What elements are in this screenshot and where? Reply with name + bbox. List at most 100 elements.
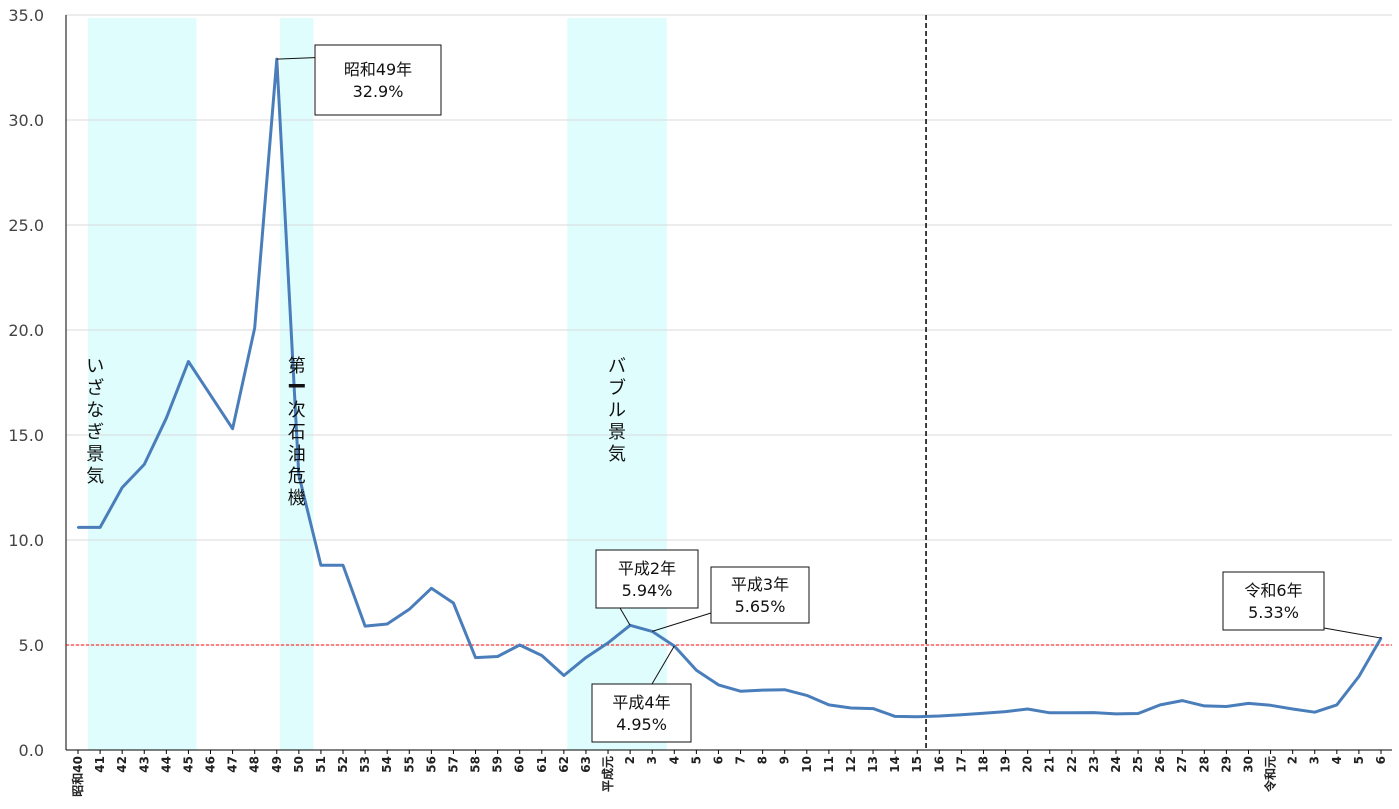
band-label-char: 気 bbox=[608, 444, 626, 465]
x-tick-label: 20 bbox=[1021, 756, 1035, 773]
data-point bbox=[783, 688, 786, 691]
data-point bbox=[982, 712, 985, 715]
y-tick-label: 0.0 bbox=[19, 741, 44, 760]
y-tick-label: 25.0 bbox=[8, 216, 44, 235]
data-point bbox=[717, 683, 720, 687]
data-point bbox=[187, 360, 190, 363]
x-tick-label: 54 bbox=[380, 756, 394, 773]
band-label-char: 気 bbox=[86, 466, 104, 487]
x-tick-label: 18 bbox=[976, 756, 990, 773]
data-point bbox=[1070, 711, 1074, 715]
data-point bbox=[1026, 707, 1029, 711]
data-point bbox=[297, 473, 301, 477]
x-tick-label: 53 bbox=[358, 756, 372, 773]
data-point bbox=[562, 674, 566, 677]
x-tick-label: 58 bbox=[469, 756, 483, 773]
data-point bbox=[253, 326, 256, 330]
x-tick-label: 12 bbox=[844, 756, 858, 773]
band-label-char: バ bbox=[608, 356, 626, 377]
data-point bbox=[1048, 711, 1051, 715]
callout-leader bbox=[652, 612, 712, 632]
data-point bbox=[606, 641, 610, 645]
callout-1: 平成2年 5.94% bbox=[595, 549, 699, 626]
callout-4: 令和6年 5.33% bbox=[1222, 571, 1382, 639]
data-point bbox=[143, 463, 146, 466]
data-point bbox=[341, 564, 345, 567]
data-point bbox=[761, 688, 764, 692]
x-tick-label: 27 bbox=[1175, 756, 1189, 773]
data-point bbox=[1181, 699, 1184, 702]
data-point bbox=[739, 690, 742, 693]
x-tick-label: 30 bbox=[1241, 756, 1255, 773]
x-tick-label: 62 bbox=[557, 756, 571, 773]
band-label-char: 次 bbox=[288, 400, 306, 421]
x-tick-label: 55 bbox=[402, 756, 416, 773]
callout-value: 4.95% bbox=[616, 715, 667, 734]
x-tick-label: 50 bbox=[292, 756, 306, 773]
data-point bbox=[1114, 712, 1118, 716]
x-tick-label: 昭和40 bbox=[70, 756, 85, 797]
data-point bbox=[385, 622, 389, 626]
x-tick-label: 61 bbox=[535, 756, 549, 773]
callout-box bbox=[314, 44, 442, 116]
x-tick-label: 51 bbox=[314, 756, 328, 773]
x-tick-label: 11 bbox=[822, 756, 836, 773]
band-label-char: 景 bbox=[86, 444, 104, 465]
x-tick-label: 6 bbox=[711, 756, 725, 764]
data-point bbox=[120, 486, 124, 489]
band-label-char: ブ bbox=[608, 377, 626, 399]
data-point bbox=[1225, 705, 1228, 708]
data-point bbox=[1247, 702, 1250, 705]
x-tick-label: 26 bbox=[1153, 756, 1167, 773]
axes bbox=[65, 15, 1392, 754]
x-tick-label: 4 bbox=[1330, 756, 1344, 764]
data-point bbox=[960, 713, 963, 716]
x-tick-label: 63 bbox=[579, 756, 593, 773]
band-label-char: ぎ bbox=[86, 422, 104, 443]
x-tick-label: 9 bbox=[778, 756, 792, 764]
x-tick-label: 48 bbox=[248, 756, 262, 773]
x-tick-label: 17 bbox=[954, 756, 968, 773]
data-point bbox=[363, 624, 367, 628]
band-label-char: 第 bbox=[288, 356, 306, 377]
data-point bbox=[231, 427, 234, 430]
x-tick-label: 10 bbox=[800, 756, 814, 773]
data-point bbox=[452, 601, 455, 605]
callout-leader bbox=[619, 607, 631, 626]
data-point bbox=[1335, 703, 1339, 707]
data-point bbox=[540, 654, 543, 657]
y-axis-ticks: 0.0 5.0 10.0 15.0 20.0 25.0 30.0 35.0 bbox=[8, 6, 44, 760]
series-line bbox=[76, 57, 1383, 719]
callout-title: 平成4年 bbox=[612, 693, 670, 712]
data-point bbox=[893, 715, 897, 718]
data-point bbox=[496, 655, 499, 658]
x-tick-label: 57 bbox=[446, 756, 460, 773]
callout-box bbox=[1222, 571, 1325, 631]
x-tick-label: 25 bbox=[1131, 756, 1145, 773]
x-tick-label: 4 bbox=[667, 756, 681, 764]
data-point bbox=[584, 656, 588, 659]
callout-value: 32.9% bbox=[353, 82, 404, 101]
y-tick-label: 10.0 bbox=[8, 531, 44, 550]
data-point bbox=[430, 587, 433, 590]
callout-title: 平成2年 bbox=[618, 559, 676, 578]
data-point bbox=[849, 706, 853, 710]
x-tick-label: 15 bbox=[910, 756, 924, 773]
data-point bbox=[916, 715, 919, 719]
band-label-char: ル bbox=[608, 400, 626, 421]
callout-leader bbox=[1323, 627, 1382, 639]
x-tick-label: 5 bbox=[689, 756, 703, 764]
x-tick-label: 令和元 bbox=[1263, 756, 1278, 793]
x-axis-ticks: 昭和40 41 42 43 44 45 46 47 48 49 50 51 52 53 54 55 56 57 58… bbox=[70, 756, 1388, 797]
x-tick-label: 5 bbox=[1352, 756, 1366, 764]
x-tick-label: 45 bbox=[181, 756, 195, 773]
data-point bbox=[408, 608, 411, 611]
series-line-path bbox=[78, 57, 1383, 719]
callout-value: 5.94% bbox=[622, 581, 673, 600]
callout-3: 平成4年 4.95% bbox=[591, 645, 692, 743]
callout-box bbox=[595, 549, 699, 609]
data-point bbox=[1313, 711, 1316, 714]
data-point bbox=[76, 526, 80, 529]
